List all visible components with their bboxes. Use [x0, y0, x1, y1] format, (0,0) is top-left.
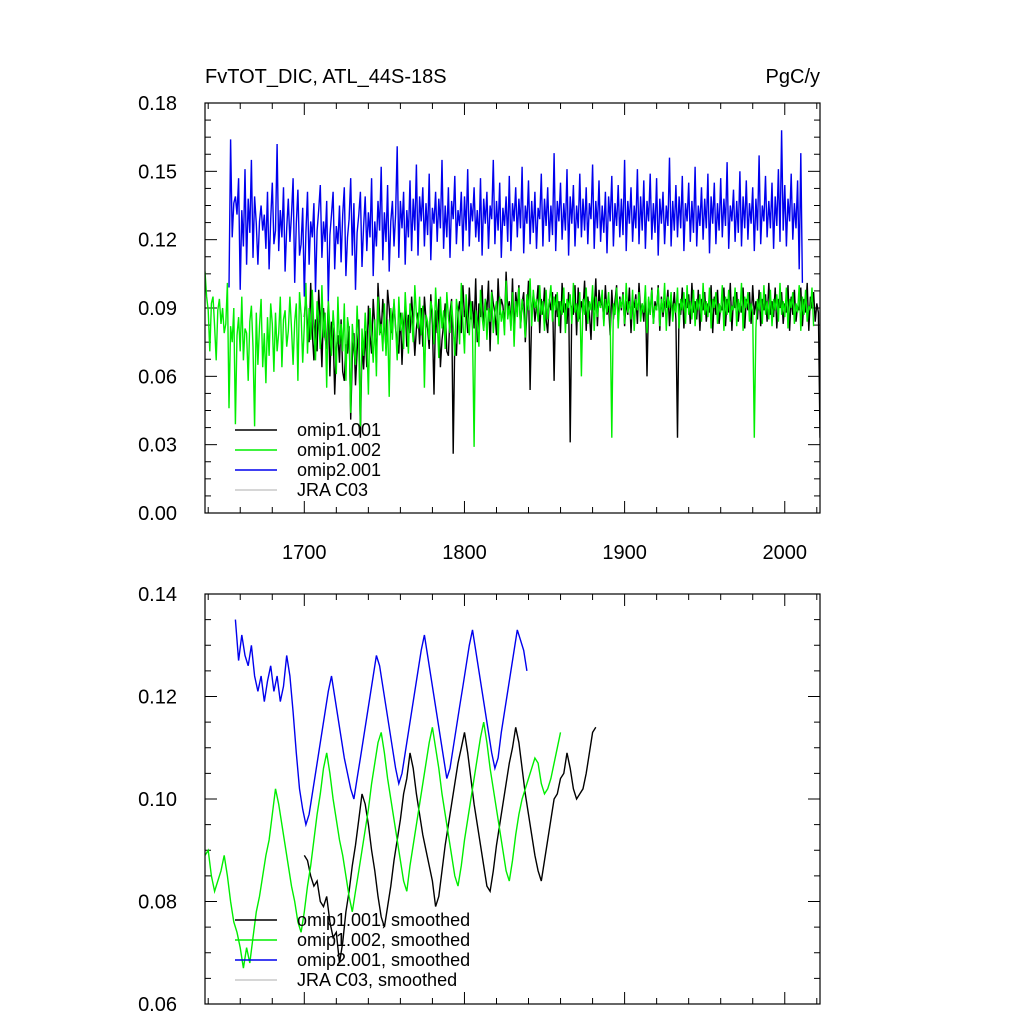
top-plot-frame	[204, 102, 821, 514]
x-tick-label: 1700	[282, 542, 327, 564]
y-tick-label: 0.14	[138, 584, 177, 606]
bottom-axes: 0.06 0.08 0.10 0.12 0.14	[138, 584, 820, 1016]
y-tick-label: 0.10	[138, 789, 177, 811]
legend-label: omip2.001	[297, 460, 381, 480]
legend-label: omip1.002, smoothed	[297, 930, 470, 950]
top-panel-title: FvTOT_DIC, ATL_44S-18S	[205, 66, 447, 88]
y-tick-label: 0.03	[138, 435, 177, 457]
y-tick-label: 0.18	[138, 93, 177, 115]
x-tick-label: 1800	[442, 542, 487, 564]
series-line-omip1-002	[205, 271, 815, 447]
y-tick-label: 0.15	[138, 161, 177, 183]
top-axes: 0.00 0.03 0.06 0.09 0.12 0.15 0.18 1700 1800 1900…	[138, 93, 820, 564]
legend-label: omip1.002	[297, 440, 381, 460]
bottom-panel: 0.06 0.08 0.10 0.12 0.14 omip1.001, smoothed…	[138, 584, 821, 1016]
top-panel: FvTOT_DIC, ATL_44S-18S PgC/y 0.000.030.0…	[138, 66, 821, 564]
legend-label: omip1.001	[297, 420, 381, 440]
y-tick-label: 0.08	[138, 892, 177, 914]
x-tick-label: 1900	[602, 542, 647, 564]
x-tick-label: 2000	[763, 542, 808, 564]
legend-label: JRA C03	[297, 480, 368, 500]
series-line-omip1-001-smoothed	[303, 726, 597, 964]
top-series-group	[205, 130, 820, 454]
series-line-omip2-001-smoothed	[234, 619, 528, 828]
series-line-omip1-002-smoothed	[205, 721, 562, 969]
y-tick-label: 0.06	[138, 994, 177, 1016]
legend-label: omip2.001, smoothed	[297, 950, 470, 970]
y-tick-label: 0.12	[138, 230, 177, 252]
y-tick-label: 0.00	[138, 503, 177, 525]
top-panel-units: PgC/y	[766, 66, 820, 88]
legend-label: omip1.001, smoothed	[297, 910, 470, 930]
y-tick-label: 0.09	[138, 298, 177, 320]
y-tick-label: 0.12	[138, 687, 177, 709]
bottom-series-group	[205, 619, 597, 969]
y-tick-label: 0.06	[138, 366, 177, 388]
series-line-omip2-001	[228, 130, 804, 302]
legend-label: JRA C03, smoothed	[297, 970, 457, 990]
bottom-plot-frame	[204, 593, 821, 1005]
